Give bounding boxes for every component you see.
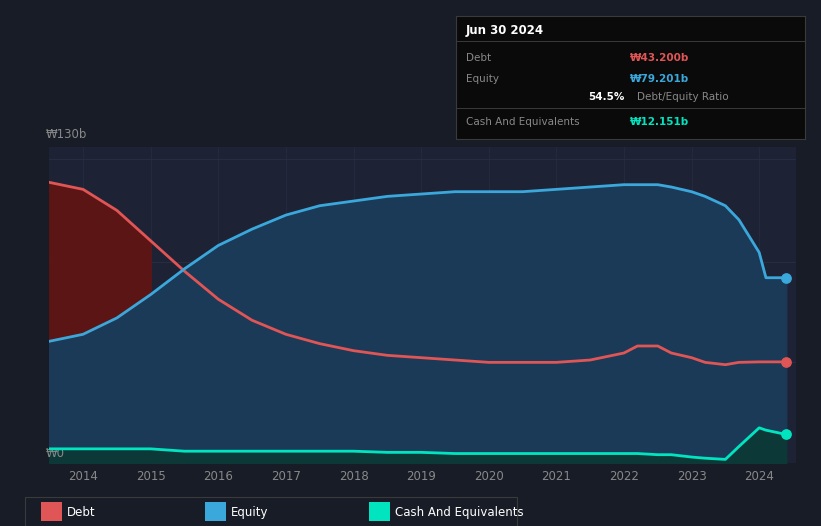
Point [780,358,793,366]
Text: Equity: Equity [231,507,268,519]
Point [780,274,793,282]
Text: ₩0: ₩0 [45,447,65,460]
Text: Debt: Debt [466,53,491,63]
Text: ₩12.151b: ₩12.151b [631,117,690,127]
Text: Cash And Equivalents: Cash And Equivalents [466,117,580,127]
Text: ₩43.200b: ₩43.200b [631,53,690,63]
Text: Cash And Equivalents: Cash And Equivalents [395,507,524,519]
Text: ₩79.201b: ₩79.201b [631,74,690,84]
Text: Debt: Debt [67,507,95,519]
Text: Debt/Equity Ratio: Debt/Equity Ratio [637,93,729,103]
Text: Equity: Equity [466,74,499,84]
Point [780,430,793,439]
Text: ₩130b: ₩130b [45,128,87,141]
Text: 54.5%: 54.5% [588,93,625,103]
Text: Jun 30 2024: Jun 30 2024 [466,24,544,37]
